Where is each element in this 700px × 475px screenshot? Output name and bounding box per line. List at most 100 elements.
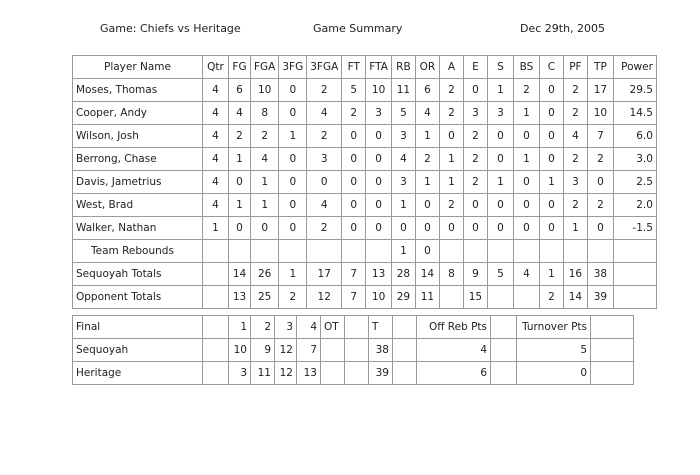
stat-cell xyxy=(306,239,343,263)
stat-cell: 2 xyxy=(586,193,614,217)
stat-cell: 2 xyxy=(462,170,488,194)
column-header: 3FGA xyxy=(306,55,343,79)
stat-cell: 29 xyxy=(390,285,416,309)
game-label: Game: Chiefs vs Heritage xyxy=(100,22,241,35)
stat-cell xyxy=(341,239,367,263)
score-cell: Turnover Pts xyxy=(516,315,591,339)
score-cell: 12 xyxy=(274,338,297,362)
stat-cell: 0 xyxy=(278,216,308,240)
stat-cell: 0 xyxy=(365,124,392,148)
document-title: Game Summary xyxy=(313,22,403,35)
stat-cell: 2 xyxy=(306,78,343,102)
stat-cell: 0 xyxy=(341,193,367,217)
stat-cell: 1 xyxy=(278,262,308,286)
stat-cell: 5 xyxy=(486,262,514,286)
column-header: C xyxy=(538,55,564,79)
stat-cell: 39 xyxy=(586,285,614,309)
stat-cell: 2 xyxy=(462,124,488,148)
column-header: Player Name xyxy=(72,55,203,79)
stat-cell: 0 xyxy=(438,216,464,240)
stat-cell xyxy=(365,239,392,263)
stat-cell: 4 xyxy=(228,101,251,125)
stat-cell xyxy=(486,285,514,309)
stat-cell xyxy=(202,239,229,263)
stat-cell: 1 xyxy=(538,170,564,194)
stat-cell: 17 xyxy=(586,78,614,102)
stat-cell: 0 xyxy=(306,170,343,194)
column-header: BS xyxy=(512,55,540,79)
stat-cell xyxy=(202,285,229,309)
stat-cell xyxy=(562,239,588,263)
stat-cell: 1 xyxy=(486,170,514,194)
stat-cell: 1 xyxy=(390,239,416,263)
stat-cell: 0 xyxy=(414,216,440,240)
stat-cell: 3 xyxy=(462,101,488,125)
stat-cell: 6 xyxy=(228,78,251,102)
row-label: Wilson, Josh xyxy=(72,124,203,148)
stat-cell: 1 xyxy=(228,147,251,171)
score-cell xyxy=(344,338,369,362)
stat-cell: 0 xyxy=(512,124,540,148)
column-header: FG xyxy=(228,55,251,79)
game-date: Dec 29th, 2005 xyxy=(520,22,606,35)
stat-cell: 2 xyxy=(278,285,308,309)
score-cell: 38 xyxy=(368,338,393,362)
stat-cell xyxy=(202,262,229,286)
score-cell: 13 xyxy=(296,361,321,385)
stat-cell: 0 xyxy=(512,170,540,194)
stat-cell: 0 xyxy=(538,78,564,102)
stat-cell: 0 xyxy=(341,124,367,148)
table-row: Wilson, Josh 4 2 2 1 2 0 0 3 1 0 2 0 0 0 4 7 6.0 xyxy=(72,124,657,148)
stat-cell: 2 xyxy=(414,147,440,171)
table-row: West, Brad 4 1 1 0 4 0 0 1 0 2 0 0 0 0 2 2 2.0 xyxy=(72,193,657,217)
stat-cell: 1 xyxy=(512,147,540,171)
stat-cell: 4 xyxy=(306,193,343,217)
stat-cell: 3.0 xyxy=(612,147,657,171)
stat-cell: 10 xyxy=(249,78,280,102)
stat-cell: 2 xyxy=(538,285,564,309)
stat-cell: 2 xyxy=(562,147,588,171)
stat-cell: 1 xyxy=(562,216,588,240)
row-label: Heritage xyxy=(72,361,203,385)
stat-cell xyxy=(512,285,540,309)
stat-cell: 2 xyxy=(306,216,343,240)
score-cell: 3 xyxy=(228,361,251,385)
score-cell: 7 xyxy=(296,338,321,362)
stat-cell: 0 xyxy=(278,193,308,217)
table-row: Opponent Totals 13 25 2 12 7 10 29 11 15 2 14 39 xyxy=(72,285,657,309)
table-row: Moses, Thomas 4 6 10 0 2 5 10 11 6 2 0 1 2 0 2 17 29.5 xyxy=(72,78,657,102)
stat-cell: 0 xyxy=(538,147,564,171)
stat-cell: 10 xyxy=(365,78,392,102)
stat-cell: 4 xyxy=(562,124,588,148)
score-row: Final 1 2 3 4 OT T Off Reb Pts Turnover Pts xyxy=(72,315,634,339)
stat-cell: 10 xyxy=(586,101,614,125)
stat-cell: 0 xyxy=(586,216,614,240)
stat-cell: 12 xyxy=(306,285,343,309)
score-cell xyxy=(202,361,229,385)
stat-cell: 3 xyxy=(486,101,514,125)
stat-cell: 1 xyxy=(414,124,440,148)
stat-cell: 0 xyxy=(538,101,564,125)
score-cell xyxy=(590,338,634,362)
stat-cell: 14 xyxy=(228,262,251,286)
stat-cell: 0 xyxy=(278,147,308,171)
stat-cell: 0 xyxy=(278,101,308,125)
stat-cell: 2 xyxy=(438,193,464,217)
stat-cell: 2 xyxy=(462,147,488,171)
score-cell: 1 xyxy=(228,315,251,339)
stat-cell: 14 xyxy=(414,262,440,286)
stat-cell: 0 xyxy=(538,216,564,240)
score-cell xyxy=(344,361,369,385)
table-row: Cooper, Andy 4 4 8 0 4 2 3 5 4 2 3 3 1 0 2 10 14.5 xyxy=(72,101,657,125)
stat-cell: 2.0 xyxy=(612,193,657,217)
stat-cell: 2 xyxy=(562,78,588,102)
stat-cell: 2 xyxy=(306,124,343,148)
stat-cell: 0 xyxy=(538,193,564,217)
stat-cell: 0 xyxy=(249,216,280,240)
stat-cell: 0 xyxy=(365,193,392,217)
stat-cell xyxy=(612,262,657,286)
score-cell: 12 xyxy=(274,361,297,385)
row-label: Opponent Totals xyxy=(72,285,203,309)
column-header: FGA xyxy=(249,55,280,79)
column-header: TP xyxy=(586,55,614,79)
